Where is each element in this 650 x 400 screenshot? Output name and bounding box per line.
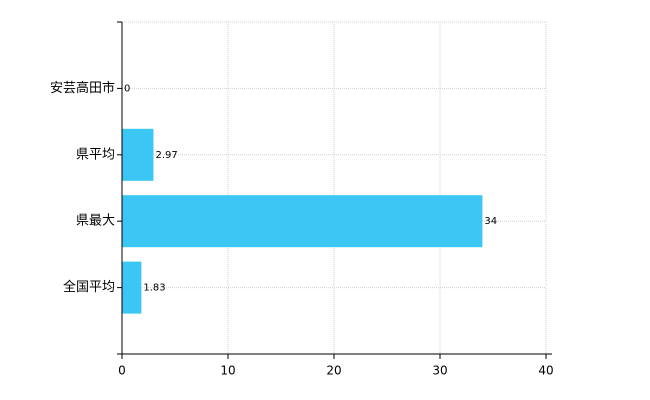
x-tick-label: 20 bbox=[326, 364, 341, 378]
y-tick-label: 県最大 bbox=[76, 214, 115, 229]
bar bbox=[122, 128, 154, 181]
x-tick-label: 40 bbox=[538, 364, 553, 378]
value-label: 1.83 bbox=[143, 283, 165, 294]
x-tick-label: 10 bbox=[220, 364, 235, 378]
x-tick-label: 0 bbox=[118, 364, 126, 378]
x-tick-label: 30 bbox=[432, 364, 447, 378]
y-tick-label: 県平均 bbox=[76, 147, 115, 162]
value-label: 2.97 bbox=[155, 150, 177, 161]
value-label: 0 bbox=[124, 83, 130, 94]
y-tick-label: 全国平均 bbox=[63, 279, 115, 295]
bar bbox=[122, 261, 142, 314]
bar bbox=[122, 195, 483, 248]
y-tick-label: 安芸高田市 bbox=[50, 80, 115, 96]
value-label: 34 bbox=[484, 216, 497, 227]
